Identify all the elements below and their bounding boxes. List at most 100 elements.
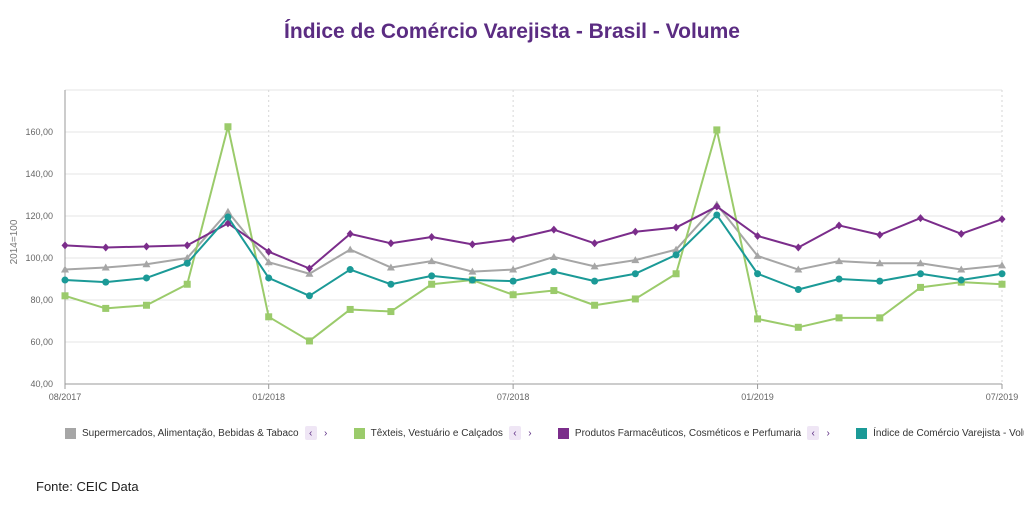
y-tick-label: 160,00 — [25, 127, 53, 137]
chevron-left-icon[interactable]: ‹ — [807, 426, 820, 440]
data-point — [102, 243, 110, 252]
legend-swatch — [856, 427, 868, 439]
chart-title: Índice de Comércio Varejista - Brasil - … — [284, 20, 740, 43]
line-chart: 40,00 60,00 80,00 100,00 120,00 140,00 160,00 0… — [9, 89, 1019, 402]
legend-label: Produtos Farmacêuticos, Cosméticos e Per… — [574, 427, 802, 439]
y-tick-label: 60,00 — [30, 337, 53, 347]
data-point — [631, 270, 639, 278]
data-point — [61, 276, 69, 284]
data-point — [672, 251, 680, 259]
data-point — [672, 245, 681, 253]
data-point — [875, 259, 884, 267]
data-point — [468, 276, 476, 284]
data-point — [876, 314, 884, 322]
data-point — [631, 256, 640, 264]
data-point — [468, 267, 477, 275]
series-line-3 — [64, 213, 1003, 297]
data-point — [265, 247, 273, 256]
data-point — [509, 265, 518, 273]
legend-item[interactable]: Índice de Comércio Varejista - Volume To… — [856, 427, 1024, 439]
legend-nav: ‹ › — [304, 426, 332, 440]
data-point — [265, 313, 273, 321]
data-point — [591, 277, 599, 285]
data-point — [428, 233, 436, 241]
legend-swatch — [557, 427, 569, 439]
data-point — [387, 308, 395, 316]
data-point — [998, 270, 1006, 278]
chevron-left-icon[interactable]: ‹ — [508, 426, 521, 440]
data-point — [183, 259, 191, 267]
data-point — [61, 265, 69, 273]
data-point — [428, 272, 436, 280]
data-point — [142, 260, 151, 268]
data-point — [305, 337, 313, 345]
y-tick-label: 140,00 — [25, 169, 53, 179]
legend-label: Supermercados, Alimentação, Bebidas & Ta… — [82, 427, 299, 439]
data-point — [61, 292, 69, 300]
legend-label: Têxteis, Vestuário e Calçados — [370, 427, 503, 439]
data-point — [142, 274, 150, 282]
data-point — [876, 277, 884, 285]
data-point — [550, 225, 558, 234]
data-point — [265, 274, 273, 282]
data-point — [754, 270, 762, 278]
source-note: Fonte: CEIC Data — [36, 479, 139, 494]
data-point — [102, 304, 110, 312]
data-point — [142, 301, 150, 309]
chevron-right-icon[interactable]: › — [826, 427, 830, 439]
data-point — [631, 227, 639, 236]
series-group — [61, 123, 1006, 345]
data-point — [224, 213, 232, 221]
x-tick-label: 08/2017 — [49, 392, 82, 402]
data-point — [957, 229, 965, 238]
legend-swatch — [65, 427, 76, 439]
data-point — [223, 207, 232, 215]
data-point — [754, 315, 762, 323]
x-tick-label: 01/2019 — [741, 392, 774, 402]
y-tick-label: 40,00 — [30, 379, 53, 389]
data-point — [509, 291, 517, 299]
data-point — [183, 254, 192, 261]
data-point — [346, 229, 354, 238]
data-point — [549, 252, 558, 260]
data-point — [590, 262, 599, 270]
data-point — [794, 243, 802, 252]
legend-item[interactable]: Produtos Farmacêuticos, Cosméticos e Per… — [557, 426, 834, 440]
data-point — [917, 283, 925, 291]
data-point — [591, 301, 599, 309]
data-point — [224, 123, 232, 131]
data-point — [427, 257, 436, 265]
chevron-left-icon[interactable]: ‹ — [304, 426, 317, 440]
data-point — [509, 277, 517, 285]
data-point — [672, 270, 680, 278]
data-point — [183, 280, 191, 288]
legend-item[interactable]: Têxteis, Vestuário e Calçados ‹ › — [353, 426, 536, 440]
legend-item[interactable]: Supermercados, Alimentação, Bebidas & Ta… — [65, 426, 332, 440]
chevron-right-icon[interactable]: › — [528, 427, 532, 439]
data-point — [713, 202, 721, 211]
data-point — [631, 295, 639, 303]
x-tick-label: 07/2019 — [986, 392, 1019, 402]
data-point — [386, 263, 395, 271]
data-point — [264, 258, 273, 266]
data-point — [428, 280, 436, 288]
data-point — [346, 305, 354, 313]
data-point — [917, 214, 925, 223]
data-point — [346, 245, 355, 253]
data-point — [387, 239, 395, 248]
legend-nav: ‹ › — [807, 426, 834, 440]
data-point — [713, 211, 721, 219]
data-point — [387, 280, 395, 288]
data-point — [998, 280, 1006, 288]
data-point — [753, 251, 762, 259]
chevron-right-icon[interactable]: › — [323, 427, 328, 439]
data-point — [591, 239, 599, 248]
data-point — [957, 265, 966, 273]
data-point — [102, 278, 110, 286]
data-point — [61, 241, 69, 250]
y-tick-label: 120,00 — [25, 211, 53, 221]
series-line-1 — [64, 125, 1003, 342]
data-point — [998, 215, 1006, 224]
data-point — [835, 314, 843, 322]
data-point — [305, 264, 313, 273]
